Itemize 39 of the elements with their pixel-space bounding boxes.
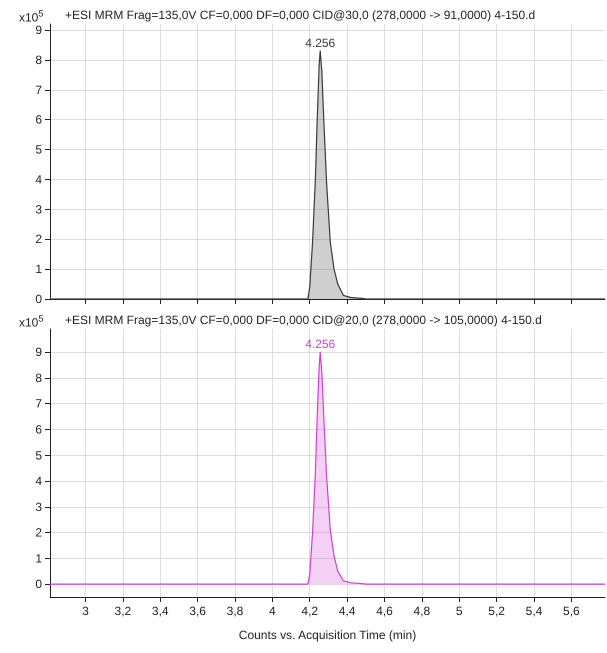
x-axis-title: Counts vs. Acquisition Time (min) [238, 628, 416, 642]
y-tick-label: 4 [35, 474, 42, 488]
x-tick-label: 5,6 [563, 604, 580, 618]
y-tick-label: 0 [35, 292, 42, 306]
y-tick-label: 8 [35, 370, 42, 385]
x-tick-label: 3,8 [226, 604, 244, 618]
y-tick-label: 3 [35, 202, 42, 216]
x-tick-label: 3,4 [152, 604, 169, 618]
y-tick-label: 2 [35, 526, 42, 540]
y-tick-label: 9 [35, 345, 42, 360]
y-tick-label: 7 [35, 82, 42, 97]
y-tick-label: 4 [35, 172, 42, 186]
y-tick-label: 3 [35, 500, 42, 514]
y-tick-label: 2 [35, 232, 42, 246]
x-tick-label: 3 [82, 604, 90, 618]
x-tick-label: 3,6 [189, 604, 206, 618]
y-tick-label: 5 [35, 142, 42, 157]
x-tick-label: 4,2 [301, 604, 318, 618]
x-tick-label: 4,8 [414, 604, 431, 618]
x-tick-label: 4 [269, 604, 276, 618]
x-tick-label: 4,6 [376, 604, 394, 618]
y-tick-label: 6 [35, 422, 42, 436]
y-tick-label: 5 [35, 448, 42, 462]
y-tick-label: 7 [35, 396, 42, 411]
annotation: 4.256 [305, 337, 336, 352]
chart-title: +ESI MRM Frag=135,0V CF=0,000 DF=0,000 CID@20,0 (278,0000 -> 105,0000) 4-150.d [65, 313, 542, 327]
x-tick-label: 5 [456, 604, 463, 618]
y-tick-label: 0 [35, 577, 42, 592]
annotation: 4.256 [305, 36, 336, 50]
y-tick-label: 1 [35, 551, 42, 566]
y-tick-label: 6 [35, 112, 42, 127]
x-tick-label: 3,2 [114, 604, 132, 618]
x-tick-label: 5,2 [488, 604, 506, 618]
y-tick-label: 8 [35, 52, 42, 67]
y-tick-label: 1 [35, 262, 42, 276]
x-tick-label: 5,4 [526, 604, 543, 618]
x-tick-label: 4,4 [338, 604, 356, 618]
chart-title: +ESI MRM Frag=135,0V CF=0,000 DF=0,000 CID@30,0 (278,0000 -> 91,0000) 4-150.d [65, 8, 536, 22]
y-tick-label: 9 [35, 22, 42, 37]
